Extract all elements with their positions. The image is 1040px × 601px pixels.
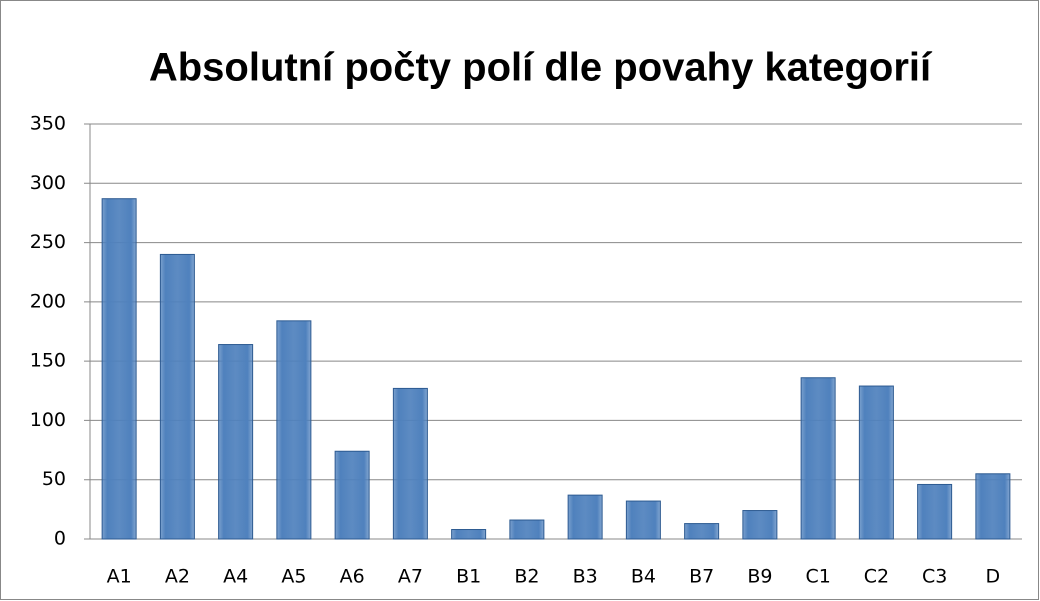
x-tick-label: C1 — [805, 566, 830, 588]
bar — [917, 483, 953, 540]
x-tick-label: A1 — [107, 566, 132, 588]
bar — [334, 450, 370, 540]
x-tick-label: A4 — [223, 566, 248, 588]
bar — [567, 494, 603, 540]
bar — [159, 253, 195, 540]
y-tick-label: 100 — [30, 409, 66, 431]
y-tick-label: 0 — [54, 528, 66, 550]
x-tick-label: B9 — [747, 566, 772, 588]
bar — [509, 519, 545, 540]
x-tick-label: D — [986, 566, 1001, 588]
chart-title: Absolutní počty polí dle povahy kategori… — [149, 46, 933, 90]
bar — [625, 500, 661, 540]
x-tick-label: C2 — [864, 566, 889, 588]
x-tick-label: A7 — [398, 566, 423, 588]
y-tick-label: 200 — [30, 290, 66, 312]
y-tick-label: 150 — [30, 350, 66, 372]
x-tick-label: B3 — [573, 566, 598, 588]
bar — [276, 320, 312, 540]
bar — [800, 377, 836, 540]
y-tick-label: 350 — [30, 113, 66, 135]
x-tick-label: B1 — [456, 566, 481, 588]
bar — [742, 510, 778, 540]
x-tick-label: A6 — [340, 566, 365, 588]
x-tick-label: B7 — [689, 566, 714, 588]
bar — [218, 344, 254, 540]
x-tick-label: B4 — [631, 566, 656, 588]
x-tick-label: C3 — [922, 566, 947, 588]
x-tick-label: A2 — [165, 566, 190, 588]
x-tick-label: A5 — [281, 566, 306, 588]
bar — [451, 529, 487, 540]
bar — [684, 523, 720, 540]
y-tick-label: 50 — [42, 468, 66, 490]
bar — [858, 385, 894, 540]
y-tick-label: 300 — [30, 172, 66, 194]
bar — [975, 473, 1011, 540]
bar — [101, 198, 137, 540]
x-tick-label: B2 — [514, 566, 539, 588]
y-tick-label: 250 — [30, 231, 66, 253]
bar — [392, 387, 428, 540]
